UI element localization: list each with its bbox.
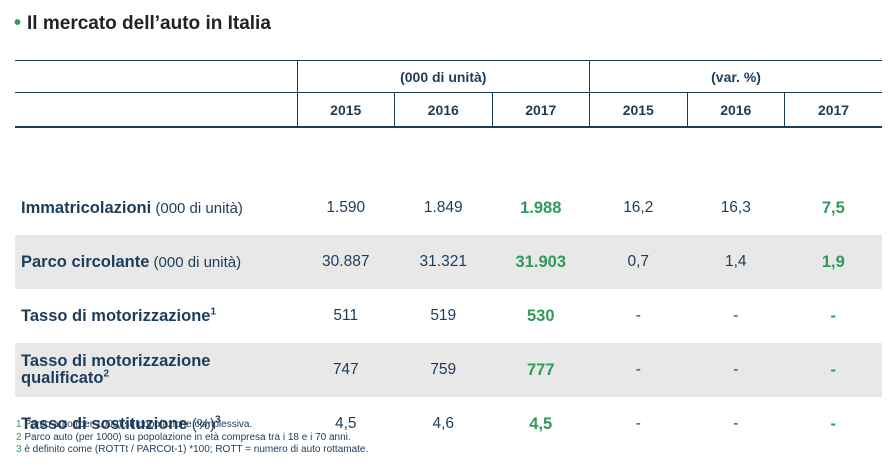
page-title: • Il mercato dell’auto in Italia [14,12,271,35]
footnote-ref: 3 [215,414,221,425]
footnote: 1 Parco auto (per 1000) su popolazione c… [16,419,368,432]
value-cell: 519 [430,307,457,324]
table-row: Tasso di sostituzione (%)3 4,5 4,6 4,5 -… [15,397,882,451]
year-header: 2017 [784,92,883,128]
value-cell: 759 [394,343,492,397]
footnote: 2 Parco auto (per 1000) su popolazione i… [16,432,368,445]
row-label: Immatricolazioni (000 di unità) [15,181,297,235]
table-row: Tasso di motorizzazione qualificato2 747… [15,343,883,397]
row-label-text: Tasso di motorizzazione qualificato [21,352,211,387]
row-label: Tasso di motorizzazione qualificato2 [15,343,297,397]
table-row: Parco circolante (000 di unità) 30.887 3… [15,235,883,289]
year-header: 2017 [491,92,590,128]
table-row: Tasso di motorizzazione1 511 519 530 - -… [15,289,882,343]
row-label-text: Tasso di sostituzione [21,414,188,433]
footnote-number: 1 [16,419,22,430]
value-cell-highlight: - [830,414,837,433]
year-header-row: 2015 2016 2017 2015 2016 2017 [15,92,883,128]
table-row: Immatricolazioni (000 di unità) 1.590 1.… [15,181,882,235]
year-header: 2015 [589,92,688,128]
year-header: 2016 [394,92,492,128]
group-header-row: (000 di unità) (var. %) [15,60,883,93]
value-cell: - [687,343,785,397]
group-header-units: (000 di unità) [296,60,590,93]
title-text: Il mercato dell’auto in Italia [27,12,271,34]
year-header: 2015 [296,92,395,128]
row-label: Parco circolante (000 di unità) [15,235,297,289]
value-cell-highlight: 777 [492,343,590,397]
value-cell-highlight: 530 [527,306,555,325]
footnote-ref: 2 [103,368,110,380]
value-cell: 1.849 [423,199,463,216]
value-cell: 747 [297,343,395,397]
footnote-number: 2 [16,431,22,443]
value-cell: 4,6 [432,415,455,432]
value-cell: 511 [333,307,359,324]
footnote-ref: 1 [210,306,217,317]
year-header: 2016 [686,92,785,128]
value-cell-highlight: 7,5 [821,198,845,217]
value-cell-highlight: 4,5 [529,414,553,433]
value-cell: 0,7 [589,235,688,289]
value-cell-highlight: - [784,343,883,397]
value-cell: 1.590 [326,199,366,216]
row-label-text: Tasso di motorizzazione [21,306,211,325]
value-cell-highlight: 31.903 [492,235,590,289]
row-label-unit: (000 di unità) [149,253,242,271]
value-cell: 16,2 [623,199,654,216]
value-cell: 16,3 [720,199,751,216]
row-label: Tasso di motorizzazione1 [15,289,297,343]
row-label-text: Parco circolante [21,252,150,271]
footnote-text: Parco auto (per 1000) su popolazione in … [21,431,351,443]
value-cell: - [635,307,641,324]
row-label-unit: (%) [187,415,216,433]
value-cell: - [733,307,739,324]
value-cell-highlight: - [830,306,837,325]
value-cell: - [589,343,688,397]
value-cell: 31.321 [394,235,492,289]
footnote-number: 3 [16,444,22,455]
value-cell: 4,5 [334,415,357,432]
footnote: 3 è definito come (ROTTt / PARCOt-1) *10… [16,444,368,457]
empty-year-cell [15,92,297,128]
title-bullet: • [14,12,22,34]
footnotes: 1 Parco auto (per 1000) su popolazione c… [16,419,368,457]
market-table: (000 di unità) (var. %) 2015 2016 2017 2… [15,60,883,451]
value-cell: 30.887 [297,235,395,289]
group-header-var: (var. %) [589,60,883,93]
row-label-text: Immatricolazioni [21,198,152,217]
footnote-text: è definito come (ROTTt / PARCOt-1) *100;… [21,444,369,455]
row-label-unit: (000 di unità) [151,199,243,217]
footnote-text: Parco auto (per 1000) su popolazione com… [21,419,253,430]
value-cell: - [733,415,739,432]
value-cell-highlight: 1.988 [520,198,562,217]
empty-header-cell [15,60,297,93]
row-label: Tasso di sostituzione (%)3 [15,397,297,451]
value-cell-highlight: 1,9 [784,235,883,289]
value-cell: - [635,415,641,432]
value-cell: 1,4 [687,235,785,289]
